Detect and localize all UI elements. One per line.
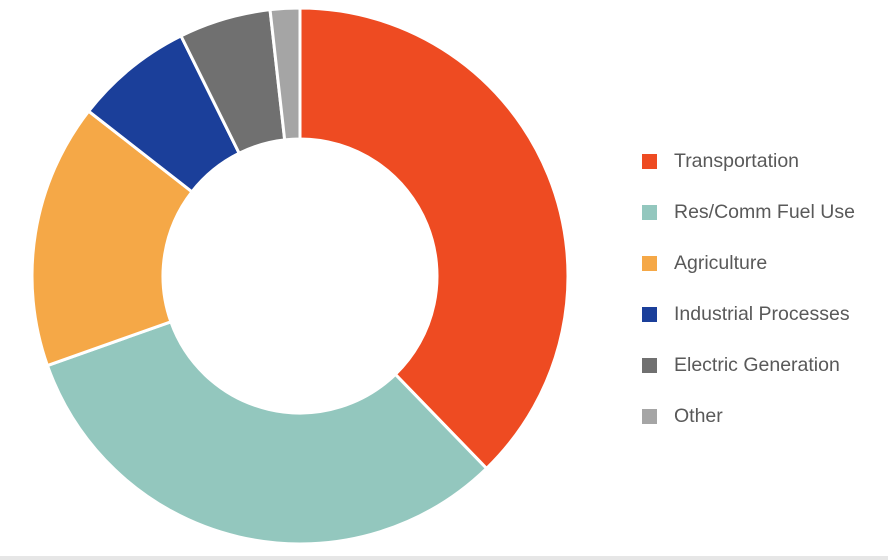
legend-swatch — [642, 154, 657, 169]
slice-transportation — [298, 6, 570, 471]
legend-label: Transportation — [674, 150, 800, 172]
bottom-divider — [0, 556, 888, 560]
legend-swatch — [642, 307, 657, 322]
legend-item-other: Other — [642, 391, 855, 442]
legend-item-electric-generation: Electric Generation — [642, 340, 855, 391]
slice-agriculture — [30, 109, 195, 368]
legend: Transportation Res/Comm Fuel Use Agricul… — [642, 136, 855, 442]
legend-item-res-comm-fuel-use: Res/Comm Fuel Use — [642, 187, 855, 238]
legend-swatch — [642, 358, 657, 373]
legend-item-transportation: Transportation — [642, 136, 855, 187]
legend-swatch — [642, 205, 657, 220]
legend-label: Electric Generation — [674, 354, 840, 376]
slice-other — [268, 6, 302, 142]
legend-item-agriculture: Agriculture — [642, 238, 855, 289]
legend-label: Agriculture — [674, 252, 768, 274]
slice-res-comm-fuel-use — [45, 319, 489, 546]
legend-swatch — [642, 409, 657, 424]
legend-swatch — [642, 256, 657, 271]
legend-label: Res/Comm Fuel Use — [674, 201, 855, 223]
legend-label: Other — [674, 405, 723, 427]
donut-plot — [30, 6, 570, 546]
legend-item-industrial-processes: Industrial Processes — [642, 289, 855, 340]
legend-label: Industrial Processes — [674, 303, 850, 325]
